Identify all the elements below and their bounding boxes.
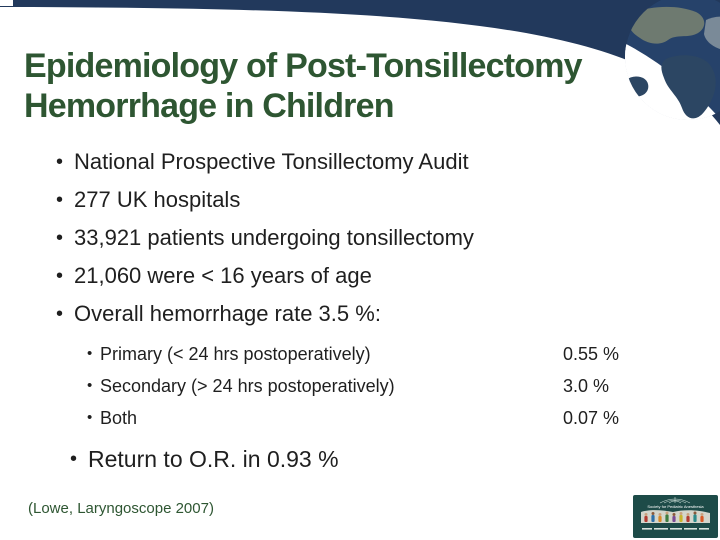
logo-tagline-strip — [642, 528, 709, 530]
return-to-or-text: Return to O.R. in 0.93 % — [88, 446, 339, 472]
title-line-1: Epidemiology of Post-Tonsillectomy — [24, 47, 583, 85]
bullet-item: 21,060 were < 16 years of age — [0, 257, 720, 295]
rate-value: 3.0 % — [563, 376, 610, 396]
rate-label: Secondary (> 24 hrs postoperatively) — [100, 376, 395, 396]
bullet-item: 33,921 patients undergoing tonsillectomy — [0, 219, 720, 257]
bullet-list: National Prospective Tonsillectomy Audit… — [0, 143, 720, 333]
title-line-2: Hemorrhage in Children — [24, 87, 394, 125]
rate-row: Both 0.07 % — [0, 402, 720, 434]
page-title: Epidemiology of Post-Tonsillectomy Hemor… — [24, 46, 624, 126]
bullet-item: 277 UK hospitals — [0, 181, 720, 219]
rate-row: Secondary (> 24 hrs postoperatively) 3.0… — [0, 370, 720, 402]
logo-org-name: Society for Pediatric Anesthesia — [647, 504, 704, 509]
bullet-item: National Prospective Tonsillectomy Audit — [0, 143, 720, 181]
return-to-or-bullet: Return to O.R. in 0.93 % — [0, 442, 720, 476]
citation: (Lowe, Laryngoscope 2007) — [28, 500, 214, 517]
banner-swoosh-shape — [0, 0, 720, 125]
bullet-item: Overall hemorrhage rate 3.5 %: — [0, 295, 720, 333]
rate-value: 0.55 % — [563, 344, 620, 364]
society-pediatric-anesthesia-logo: Society for Pediatric Anesthesia — [633, 495, 718, 538]
logo-globe-arcs — [659, 497, 691, 504]
rate-label: Both — [100, 408, 138, 428]
logo-children-figures — [644, 511, 704, 522]
rate-label: Primary (< 24 hrs postoperatively) — [100, 344, 371, 364]
hemorrhage-rate-list: Primary (< 24 hrs postoperatively) 0.55 … — [0, 338, 720, 434]
logo-map — [641, 510, 710, 523]
rate-value: 0.07 % — [563, 408, 620, 428]
banner-corner-notch — [0, 0, 13, 6]
rate-row: Primary (< 24 hrs postoperatively) 0.55 … — [0, 338, 720, 370]
